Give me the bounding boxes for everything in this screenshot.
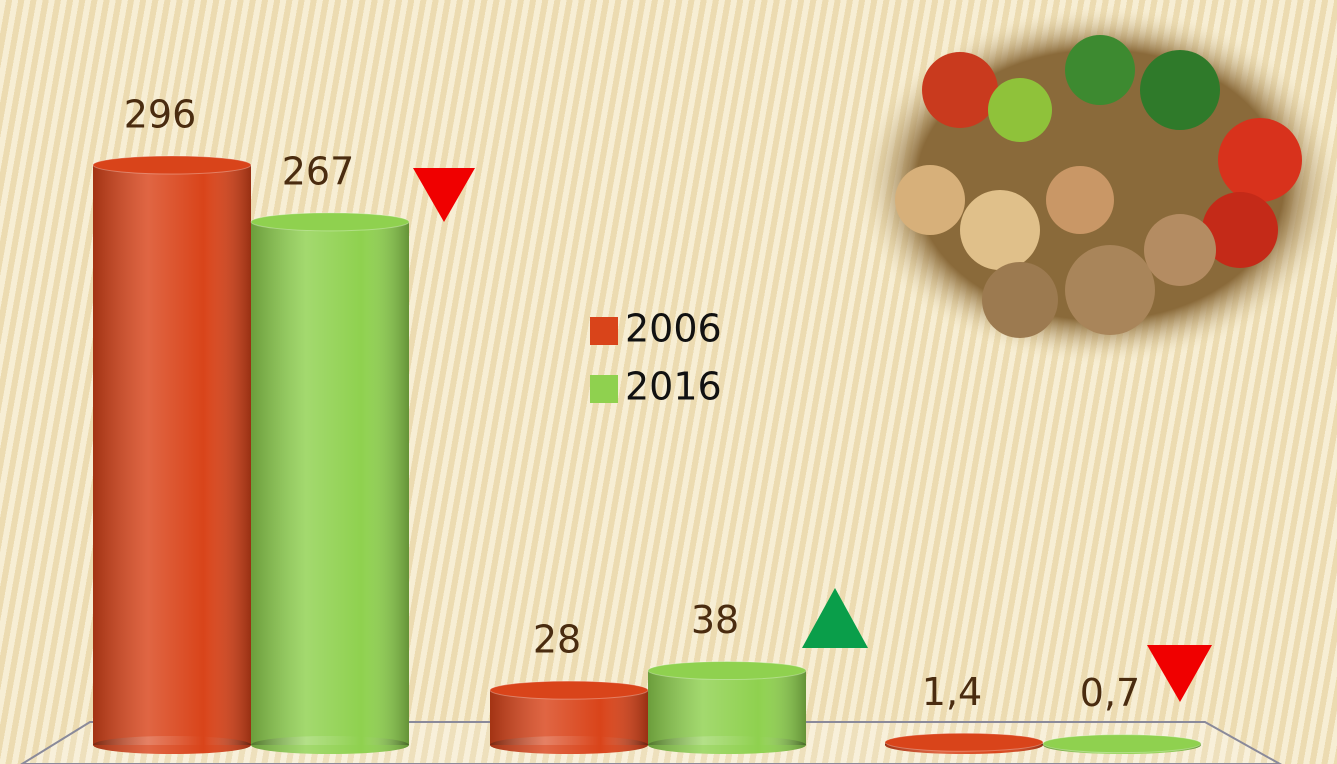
bar [885,733,1043,754]
value-label: 296 [124,93,197,137]
legend-label: 2006 [625,307,722,351]
bar [93,156,251,754]
bar-top [1043,735,1201,753]
bar-bottom-shade [490,736,648,754]
bar-bottom-shade [648,736,806,754]
bar-bottom-shade [93,736,251,754]
legend-label: 2016 [625,365,722,409]
bar-top [93,156,251,174]
legend-swatch [590,317,618,345]
bar-top [885,733,1043,751]
decrease-arrow [1147,645,1212,702]
value-label: 28 [533,618,581,662]
bar-shade [251,222,409,745]
vegetable-photo [855,5,1337,365]
value-label: 0,7 [1080,671,1140,715]
legend-swatch [590,375,618,403]
increase-arrow [802,588,868,648]
bar [251,213,409,754]
chart: 2006 2016 296 267 28 38 1,4 0,7 [0,0,1337,764]
value-label: 38 [691,598,739,642]
value-label: 267 [282,149,355,193]
value-label: 1,4 [922,670,982,714]
bar-top [251,213,409,231]
page: 2006 2016 29626728381,40,7 (() => { cons… [0,0,1337,764]
bar-bottom-shade [251,736,409,754]
bar-top [490,681,648,699]
bar [648,662,806,754]
decrease-arrow [413,168,475,222]
bar-shade [93,165,251,745]
bar-top [648,662,806,680]
bar-shade [648,671,806,745]
bar [1043,735,1201,754]
bar [490,681,648,754]
